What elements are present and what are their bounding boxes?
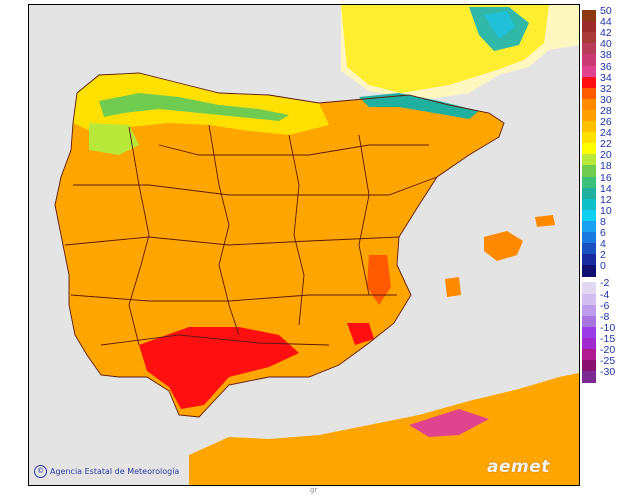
legend-swatch [582, 349, 596, 361]
legend-swatch [582, 132, 596, 144]
legend-label: 6 [600, 227, 606, 239]
legend-swatch [582, 315, 596, 328]
legend-swatch [582, 98, 596, 111]
legend-label: -15 [600, 332, 616, 345]
legend-label: 8 [600, 215, 606, 228]
legend-label: -30 [600, 366, 616, 379]
legend-label: 42 [600, 27, 612, 40]
legend-swatch [582, 198, 596, 211]
aemet-logo: aemet [487, 457, 550, 477]
cantabrian-mountains [99, 93, 289, 121]
legend-swatch [582, 209, 596, 222]
legend-swatch [582, 87, 596, 100]
credit: © Agencia Estatal de Meteorología [34, 465, 179, 478]
legend-label: -25 [600, 355, 616, 368]
guadalquivir-hot [139, 327, 299, 409]
pyrenees-high [359, 93, 479, 119]
legend-swatch [582, 43, 596, 55]
legend-swatch [582, 109, 596, 122]
temperature-legend: 50 44 42 40 38 36 34 32 30 28 26 24 22 20 18 16 14 12 10 8 6… [582, 6, 630, 490]
legend-label: 2 [600, 249, 606, 262]
legend-label: -6 [600, 299, 610, 312]
legend-swatch [582, 21, 596, 33]
legend-label: -20 [600, 344, 616, 356]
legend-label: 10 [600, 204, 612, 217]
legend-swatch [582, 282, 596, 294]
legend-label: 40 [600, 38, 612, 51]
alps-high [484, 11, 515, 39]
temperature-map: © Agencia Estatal de Meteorología aemet [28, 4, 580, 486]
legend-label: 28 [600, 104, 612, 117]
legend-label: 30 [600, 93, 612, 106]
legend-label: 14 [600, 182, 612, 195]
legend-label: -10 [600, 321, 616, 334]
legend-label: 18 [600, 160, 612, 173]
legend-swatch [582, 243, 596, 255]
galicia-cool [89, 123, 139, 155]
legend-swatch [582, 187, 596, 200]
legend-label: -2 [600, 277, 610, 290]
legend-swatch [582, 65, 596, 78]
legend-swatch [582, 371, 596, 383]
legend-label: 50 [600, 5, 612, 17]
legend-swatch [582, 232, 596, 244]
legend-swatch [582, 326, 596, 339]
legend-swatch [582, 165, 596, 177]
legend-swatch [582, 176, 596, 189]
legend-swatch [582, 10, 596, 22]
land-iberia [55, 73, 504, 417]
legend-swatch [582, 304, 596, 317]
legend-label: 22 [600, 138, 612, 151]
legend-swatch [582, 143, 596, 155]
legend-label: 0 [600, 260, 606, 273]
legend-swatch [582, 76, 596, 89]
atlas-hot [409, 409, 489, 437]
legend-swatch [582, 32, 596, 44]
island-menorca [535, 215, 555, 227]
murcia-hot [347, 323, 374, 345]
legend-swatch [582, 54, 596, 66]
land-north-africa [189, 373, 579, 485]
legend-swatch [582, 154, 596, 166]
legend-swatch [582, 360, 596, 372]
legend-label: 26 [600, 116, 612, 128]
legend-swatch [582, 220, 596, 233]
legend-swatch [582, 254, 596, 266]
map-canvas [54, 5, 579, 485]
legend-swatch [582, 121, 596, 133]
island-ibiza [445, 277, 461, 297]
legend-label: 36 [600, 60, 612, 73]
island-mallorca [484, 231, 523, 261]
copyright-icon: © [34, 465, 47, 478]
bottom-mark: gr [310, 486, 318, 494]
legend-swatch [582, 337, 596, 350]
legend-label: 38 [600, 49, 612, 62]
legend-label: 20 [600, 149, 612, 162]
legend-swatch [582, 265, 596, 277]
legend-label: 12 [600, 193, 612, 206]
legend-label: 4 [600, 238, 606, 251]
province-borders [54, 72, 505, 418]
legend-label: -4 [600, 288, 610, 301]
legend-label: 16 [600, 171, 612, 184]
legend-label: 32 [600, 82, 612, 95]
legend-swatch [582, 293, 596, 306]
legend-label: 34 [600, 71, 612, 84]
legend-label: 44 [600, 16, 612, 29]
credit-text: Agencia Estatal de Meteorología [50, 467, 180, 476]
legend-label: 24 [600, 127, 612, 140]
legend-label: -8 [600, 310, 610, 323]
levante-hot [367, 255, 391, 305]
